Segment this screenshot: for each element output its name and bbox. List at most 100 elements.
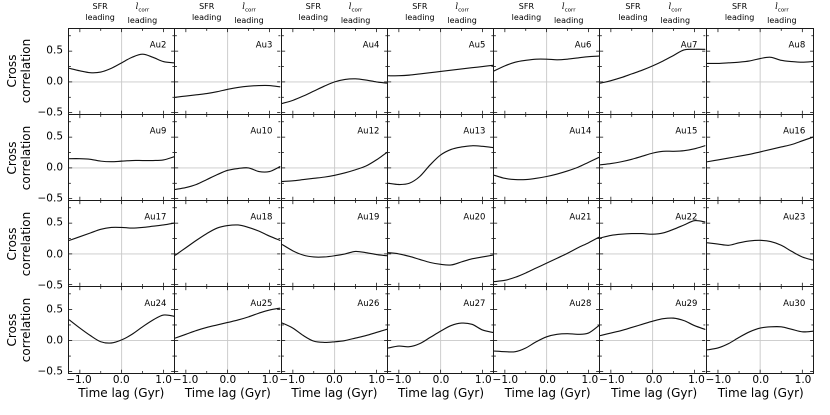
- cross-correlation-curve: [706, 136, 813, 163]
- panel-label-Au17: Au17: [144, 211, 166, 221]
- y-tick-label: 0.0: [46, 248, 63, 261]
- panel-label-Au5: Au5: [469, 40, 486, 50]
- cross-correlation-curve: [387, 251, 494, 266]
- tick-marks: [387, 114, 494, 200]
- tick-marks: [706, 286, 813, 373]
- y-tick-label: −0.5: [37, 106, 64, 119]
- tick-marks: [281, 29, 387, 114]
- tick-marks: [706, 200, 813, 286]
- panel-Au25: Au25: [175, 286, 282, 373]
- lcorr-subscript: corr: [777, 7, 789, 14]
- x-tick-label: 0.0: [112, 374, 130, 386]
- cross-correlation-curve: [281, 78, 387, 104]
- panel-label-Au2: Au2: [150, 40, 167, 50]
- lcorr-symbol: l: [561, 2, 565, 12]
- tick-marks: [494, 29, 600, 114]
- cross-correlation-curve: [281, 322, 387, 343]
- panel-label-Au22: Au22: [676, 211, 698, 221]
- header-lcorr-line2: leading: [234, 16, 264, 26]
- tick-marks: [387, 29, 494, 114]
- lcorr-subscript: corr: [671, 7, 683, 14]
- cross-correlation-curve: [175, 307, 281, 339]
- cross-correlation-curve: [69, 313, 175, 344]
- header-lcorr-line2: leading: [553, 16, 584, 26]
- header-sfr-leading-col-3: SFR leading: [299, 2, 329, 23]
- x-axis-title-col-5: Time lag (Gyr): [504, 386, 591, 400]
- lcorr-symbol: l: [348, 2, 352, 12]
- panel-plot-Au23: Au23: [706, 200, 813, 286]
- header-sfr-leading-col-1: SFR leading: [85, 2, 115, 23]
- x-tick-label: 1.0: [261, 374, 279, 386]
- header-sfr-line1: SFR: [92, 2, 108, 11]
- cross-correlation-curve: [69, 222, 175, 241]
- panel-Au5: Au5: [387, 29, 495, 115]
- panel-label-Au10: Au10: [251, 126, 273, 136]
- panel-Au17: Au17: [69, 200, 176, 287]
- y-tick-label: 0.0: [46, 334, 63, 347]
- header-sfr-leading-col-5: SFR leading: [512, 2, 542, 23]
- header-sfr-leading-col-2: SFR leading: [192, 2, 222, 23]
- header-lcorr-line2: leading: [127, 16, 158, 26]
- lcorr-subscript: corr: [458, 7, 469, 14]
- x-tick-label: 0.0: [752, 374, 770, 386]
- panel-Au20: Au20: [387, 200, 495, 287]
- header-sfr-line2: leading: [298, 12, 329, 22]
- header-sfr-line2: leading: [511, 12, 542, 22]
- cross-correlation-curve: [175, 84, 281, 98]
- panel-label-Au8: Au8: [788, 41, 805, 51]
- panel-plot-Au2: Au2: [69, 29, 175, 114]
- x-axis-title-col-4: Time lag (Gyr): [398, 386, 484, 400]
- panel-label-Au18: Au18: [251, 211, 273, 221]
- tick-marks: [387, 286, 494, 373]
- panel-Au6: Au6: [494, 29, 601, 115]
- panel-plot-Au30: Au30: [706, 286, 813, 373]
- panel-Au27: Au27: [387, 286, 495, 373]
- tick-marks: [706, 29, 813, 114]
- header-lcorr-line2: leading: [767, 16, 797, 26]
- header-sfr-line1: SFR: [518, 2, 535, 11]
- panel-Au2: Au2: [69, 29, 176, 115]
- panel-plot-Au14: Au14: [494, 114, 600, 200]
- tick-marks: [281, 200, 387, 286]
- lcorr-subscript: corr: [244, 7, 256, 14]
- x-tick-label: 1.0: [155, 374, 172, 386]
- header-sfr-line1: SFR: [731, 2, 748, 11]
- header-sfr-leading-col-6: SFR leading: [618, 2, 648, 23]
- panel-label-Au27: Au27: [463, 298, 485, 308]
- cross-correlation-curve: [175, 165, 281, 190]
- panel-Au13: Au13: [387, 114, 495, 201]
- panel-label-Au4: Au4: [362, 40, 379, 50]
- panel-grid: Au2 Au3 Au4 Au5 Au6 Au7 Au8 Au9 Au10 Au12 Au13 Au14…: [68, 28, 814, 374]
- panel-Au4: Au4: [281, 29, 388, 115]
- panel-plot-Au4: Au4: [281, 29, 387, 114]
- panel-Au19: Au19: [281, 200, 388, 287]
- panel-Au7: Au7: [600, 29, 707, 115]
- header-sfr-line2: leading: [724, 12, 755, 22]
- cross-correlation-curve: [281, 243, 387, 258]
- cross-correlation-curve: [494, 156, 600, 181]
- panel-plot-Au28: Au28: [494, 286, 600, 373]
- panel-plot-Au9: Au9: [69, 114, 175, 200]
- x-tick-label: −1.0: [172, 374, 199, 386]
- panel-label-Au13: Au13: [463, 126, 485, 136]
- header-sfr-line2: leading: [618, 12, 648, 22]
- panel-plot-Au25: Au25: [175, 286, 281, 373]
- panel-plot-Au16: Au16: [706, 114, 813, 200]
- panel-Au10: Au10: [175, 114, 282, 201]
- x-tick-label: 1.0: [474, 374, 492, 386]
- tick-marks: [69, 114, 175, 200]
- panel-Au12: Au12: [281, 114, 388, 201]
- panel-plot-Au3: Au3: [175, 29, 281, 114]
- header-lcorr-leading-col-2: lcorr leading: [234, 2, 264, 27]
- panel-label-Au24: Au24: [144, 298, 166, 308]
- x-axis-title-col-7: Time lag (Gyr): [717, 386, 804, 400]
- panel-plot-Au22: Au22: [600, 200, 706, 286]
- lcorr-symbol: l: [242, 2, 245, 12]
- cross-correlation-curve: [706, 325, 813, 351]
- panel-Au18: Au18: [175, 200, 282, 287]
- tick-marks: [706, 114, 813, 200]
- header-sfr-line1: SFR: [305, 2, 321, 11]
- panel-Au3: Au3: [175, 29, 282, 115]
- cross-correlation-curve: [175, 224, 281, 256]
